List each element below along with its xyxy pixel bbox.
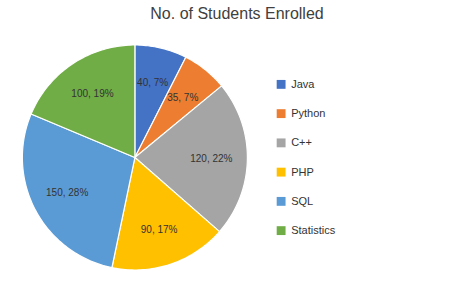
svg-text:150, 28%: 150, 28% <box>46 187 88 198</box>
svg-text:35, 7%: 35, 7% <box>167 92 198 103</box>
svg-text:Java: Java <box>291 78 315 90</box>
svg-text:40, 7%: 40, 7% <box>137 77 168 88</box>
svg-text:100, 19%: 100, 19% <box>71 88 113 99</box>
svg-text:Statistics: Statistics <box>291 224 336 236</box>
svg-text:Python: Python <box>291 107 325 119</box>
svg-text:SQL: SQL <box>291 195 313 207</box>
svg-text:C++: C++ <box>291 136 312 148</box>
html-text:No. of Students Enrolled: No. of Students Enrolled <box>150 5 324 22</box>
svg-text:PHP: PHP <box>291 166 314 178</box>
svg-text:120, 22%: 120, 22% <box>190 153 232 164</box>
svg-text:90, 17%: 90, 17% <box>141 224 178 235</box>
